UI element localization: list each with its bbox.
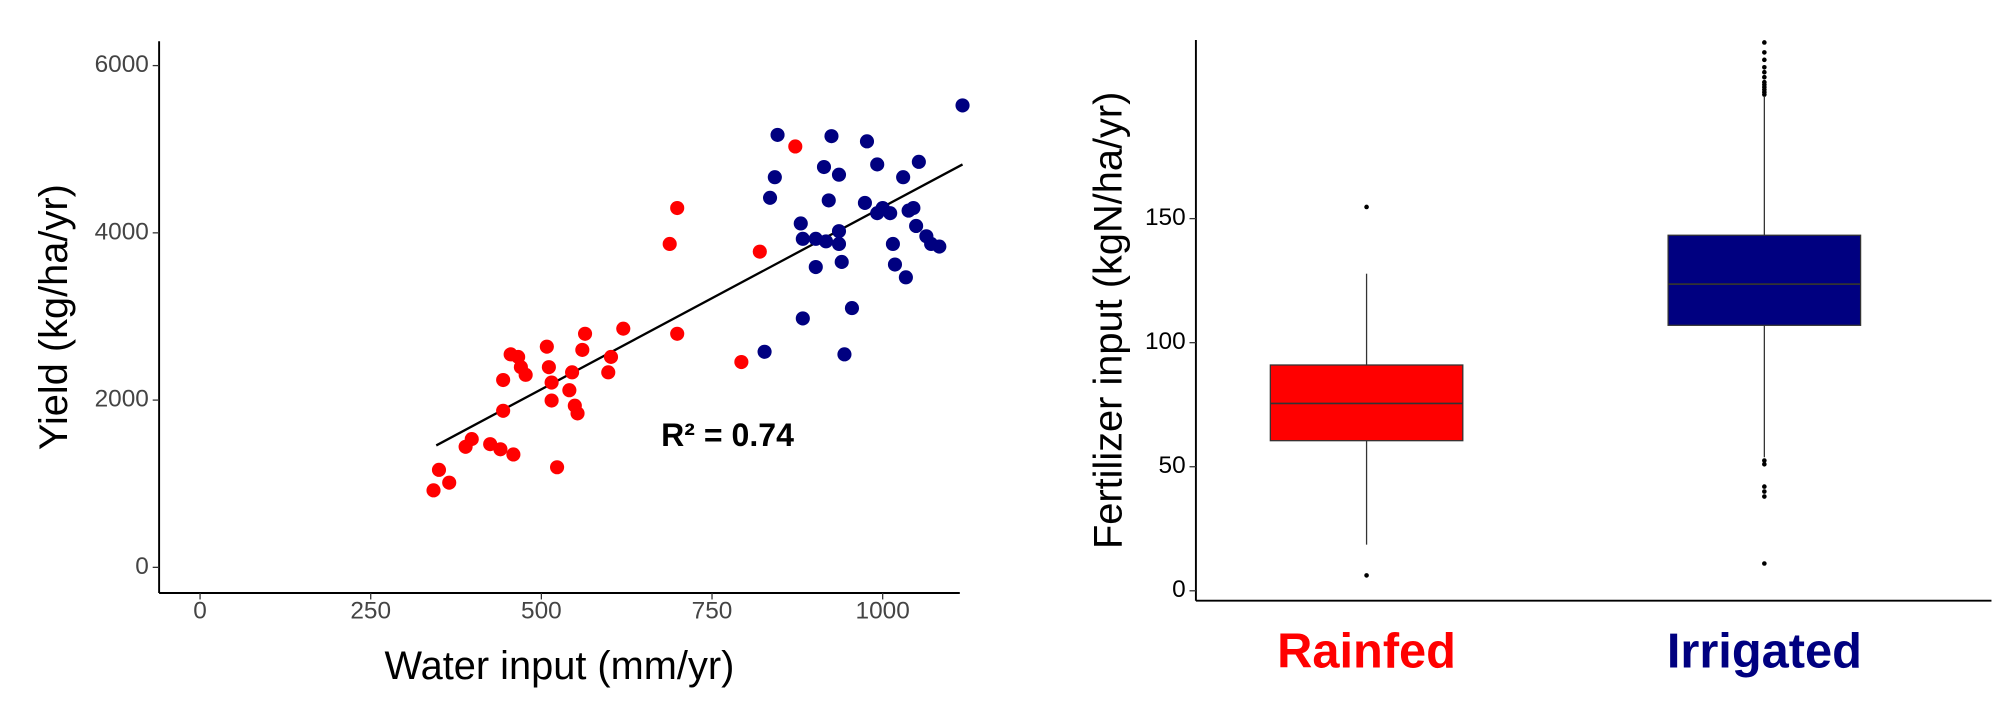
point (831, 224, 847, 239)
point (821, 193, 836, 208)
point (818, 234, 834, 249)
y-tick-label: 0 (1172, 576, 1186, 603)
point (541, 360, 556, 375)
point (670, 326, 685, 341)
point (431, 462, 447, 477)
point (601, 365, 616, 380)
point (883, 206, 898, 221)
outlier (1762, 40, 1767, 45)
point (909, 218, 924, 234)
y-tick-label: 150 (1145, 204, 1186, 231)
y-tick-label: 6000 (95, 51, 149, 78)
point (795, 231, 810, 246)
point (493, 442, 508, 457)
y-axis-title: Yield (kg/ha/yr) (32, 184, 76, 450)
outlier (1762, 489, 1767, 494)
point (464, 432, 479, 447)
point (932, 239, 947, 254)
point (570, 406, 585, 421)
point (762, 190, 778, 205)
point (870, 157, 885, 172)
point (885, 236, 900, 252)
x-tick-label: 750 (692, 598, 733, 625)
y-tick-label: 0 (135, 553, 149, 580)
outlier (1364, 204, 1369, 210)
y-tick-label: 50 (1159, 452, 1186, 479)
point (575, 342, 590, 357)
point (506, 447, 521, 462)
outlier (1364, 573, 1369, 578)
point (734, 354, 749, 370)
point (816, 159, 832, 175)
point (544, 393, 559, 408)
point (857, 195, 872, 210)
outlier (1762, 461, 1767, 467)
point (426, 483, 441, 498)
outlier (1762, 74, 1767, 80)
point (955, 98, 970, 113)
point (770, 127, 785, 142)
point (795, 311, 810, 326)
point (616, 321, 631, 336)
point (670, 200, 685, 216)
outlier (1762, 561, 1767, 566)
box (1667, 234, 1862, 326)
category-label: Rainfed (1277, 624, 1456, 678)
point (824, 129, 839, 144)
point (831, 167, 847, 182)
point (603, 349, 619, 365)
point (788, 139, 803, 154)
x-axis-title: Water input (mm/yr) (385, 644, 735, 688)
x-tick-label: 1000 (856, 598, 910, 625)
outlier (1762, 69, 1767, 75)
point (896, 170, 911, 185)
outlier (1762, 50, 1767, 55)
point (831, 236, 847, 252)
outlier (1762, 64, 1767, 70)
point (834, 254, 849, 270)
annotation: R² = 0.74 (661, 417, 794, 453)
point (752, 244, 767, 259)
y-tick-label: 2000 (95, 386, 149, 413)
outlier (1762, 494, 1767, 499)
outlier (1762, 484, 1767, 489)
x-tick-label: 0 (193, 598, 207, 625)
point (898, 270, 913, 285)
point (518, 367, 533, 382)
y-tick-label: 4000 (95, 218, 149, 245)
outlier (1762, 92, 1767, 97)
point (539, 339, 554, 354)
point (844, 301, 860, 316)
point (442, 475, 457, 490)
point (562, 383, 577, 398)
point (496, 372, 511, 388)
point (662, 236, 677, 252)
point (565, 365, 580, 380)
y-tick-label: 100 (1145, 328, 1186, 355)
point (887, 257, 903, 272)
x-tick-label: 500 (521, 598, 562, 625)
point (859, 134, 875, 149)
point (808, 259, 823, 275)
point (577, 326, 593, 341)
category-label: Irrigated (1667, 624, 1862, 678)
point (544, 375, 559, 390)
point (767, 170, 782, 185)
point (911, 154, 926, 169)
point (550, 460, 565, 475)
point (496, 403, 511, 418)
outlier (1762, 57, 1767, 63)
point (793, 216, 808, 231)
outlier (1762, 458, 1767, 463)
x-tick-label: 250 (350, 598, 391, 625)
point (757, 344, 772, 359)
point (906, 200, 921, 216)
point (837, 347, 852, 362)
y-axis-title: Fertilizer input (kgN/ha/yr) (1087, 92, 1131, 549)
